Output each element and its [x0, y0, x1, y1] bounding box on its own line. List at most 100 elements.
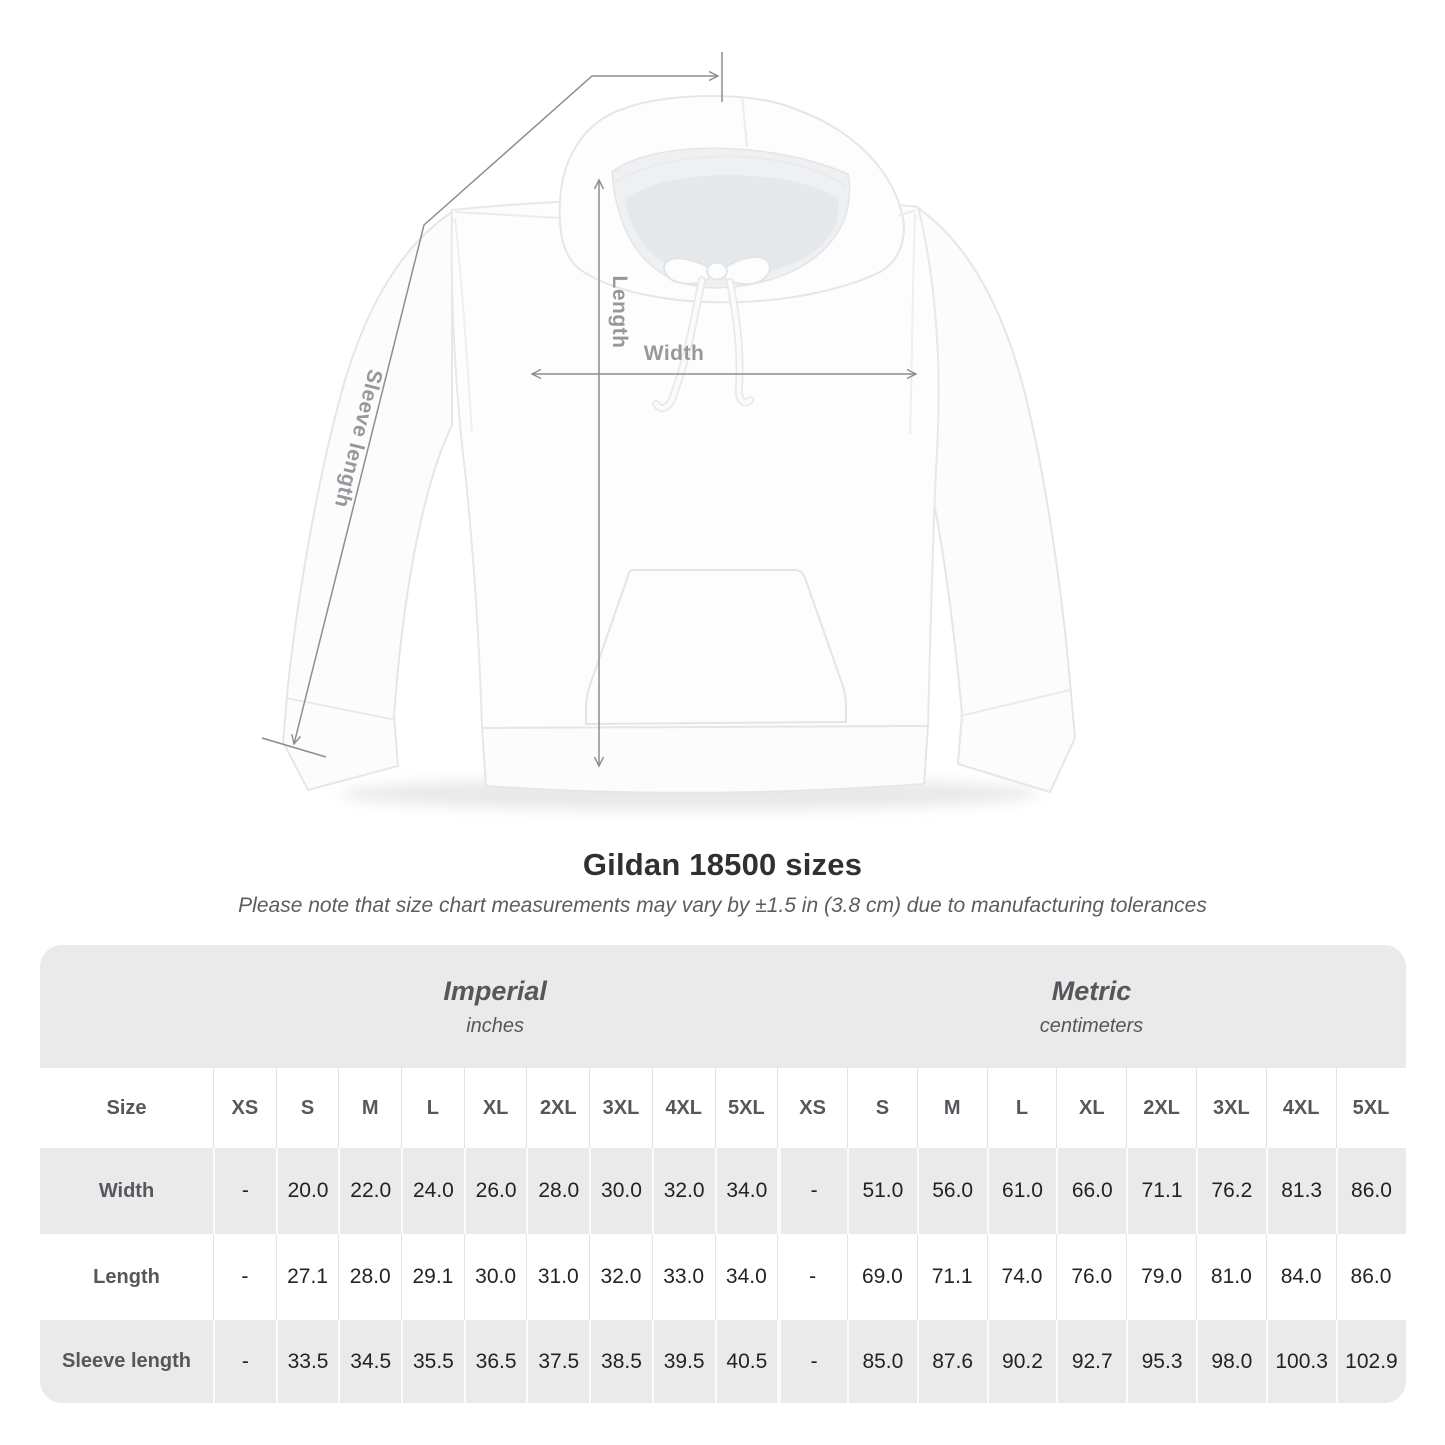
- size-col-header: 2XL: [1126, 1068, 1196, 1148]
- table-cell: 51.0: [846, 1148, 917, 1234]
- row-label: Width: [98, 1179, 155, 1202]
- table-cell: 30.0: [463, 1234, 527, 1320]
- imperial-group-header: Imperial inches: [213, 945, 777, 1068]
- table-cell: -: [213, 1320, 276, 1403]
- row-label: Length: [93, 1265, 160, 1288]
- size-col-header: M: [916, 1068, 987, 1148]
- imperial-label: Imperial: [443, 975, 547, 1006]
- table-cell: 61.0: [986, 1148, 1057, 1234]
- table-cell: -: [213, 1234, 276, 1320]
- size-col-header: 5XL: [1335, 1068, 1406, 1148]
- table-cell: 90.2: [986, 1320, 1057, 1403]
- table-cell: 84.0: [1265, 1234, 1336, 1320]
- width-label: Width: [644, 342, 705, 365]
- table-cell: 102.9: [1335, 1320, 1406, 1403]
- sleeve-length-bottom-tick: [261, 737, 327, 758]
- table-cell: -: [213, 1148, 276, 1234]
- table-cell: 95.3: [1126, 1320, 1196, 1403]
- size-col-header: 3XL: [589, 1068, 652, 1148]
- table-cell: 71.1: [916, 1234, 987, 1320]
- size-col-header: 2XL: [526, 1068, 589, 1148]
- table-cell: 86.0: [1335, 1148, 1406, 1234]
- table-cell: 98.0: [1195, 1320, 1266, 1403]
- table-cell: 74.0: [986, 1234, 1057, 1320]
- tolerance-note: Please note that size chart measurements…: [238, 894, 1207, 917]
- table-cell: 34.0: [714, 1148, 778, 1234]
- size-col-header: 5XL: [714, 1068, 778, 1148]
- table-cell: 34.5: [338, 1320, 401, 1403]
- table-cell: 32.0: [589, 1234, 652, 1320]
- table-cell: 86.0: [1335, 1234, 1406, 1320]
- table-cell: 81.3: [1265, 1148, 1336, 1234]
- table-cell: -: [777, 1234, 847, 1320]
- length-label: Length: [608, 276, 631, 349]
- size-col-header: L: [986, 1068, 1057, 1148]
- table-cell: 27.1: [275, 1234, 339, 1320]
- metric-unit: centimeters: [1039, 1014, 1144, 1037]
- table-row-sleeve-length: Sleeve length - 33.5 34.5 35.5 36.5 37.5…: [40, 1320, 1406, 1403]
- table-cell: 36.5: [463, 1320, 527, 1403]
- table-cell: 79.0: [1126, 1234, 1196, 1320]
- size-col-header: XS: [777, 1068, 847, 1148]
- table-cell: 56.0: [916, 1148, 987, 1234]
- waistband: [480, 724, 930, 794]
- table-cell: 31.0: [526, 1234, 589, 1320]
- table-cell: 81.0: [1195, 1234, 1266, 1320]
- size-col-header: 4XL: [651, 1068, 715, 1148]
- table-cell: 69.0: [846, 1234, 917, 1320]
- measurement-lines: [261, 52, 918, 768]
- size-col-header: S: [846, 1068, 917, 1148]
- table-cell: 76.0: [1056, 1234, 1126, 1320]
- hoodie-size-diagram: Width Length Sleeve length: [261, 52, 1077, 810]
- table-cell: 32.0: [651, 1148, 715, 1234]
- table-cell: 28.0: [338, 1234, 401, 1320]
- hoodie-diagram-svg: Width Length Sleeve length: [261, 52, 1077, 810]
- hoodie-illustration: [281, 95, 1077, 810]
- page-title: Gildan 18500 sizes: [582, 847, 863, 882]
- right-sleeve: [914, 206, 1077, 794]
- table-cell: 26.0: [463, 1148, 527, 1234]
- table-row-length: Length - 27.1 28.0 29.1 30.0 31.0 32.0 3…: [40, 1234, 1406, 1320]
- table-cell: 76.2: [1195, 1148, 1266, 1234]
- table-cell: 35.5: [401, 1320, 464, 1403]
- table-row-width: Width - 20.0 22.0 24.0 26.0 28.0 30.0 32…: [40, 1148, 1406, 1234]
- table-cell: 66.0: [1056, 1148, 1126, 1234]
- table-cell: 20.0: [275, 1148, 339, 1234]
- size-col-header: XL: [463, 1068, 527, 1148]
- size-col-header: M: [338, 1068, 401, 1148]
- table-cell: -: [777, 1148, 847, 1234]
- size-col-header: XL: [1056, 1068, 1126, 1148]
- unit-group-row: Imperial inches Metric centimeters: [40, 945, 1406, 1068]
- size-header-row: Size XS S M L XL 2XL 3XL 4XL 5XL XS S M …: [40, 1068, 1406, 1148]
- kangaroo-pocket: [585, 569, 847, 726]
- table-cell: 33.5: [275, 1320, 339, 1403]
- size-col-header: 3XL: [1195, 1068, 1266, 1148]
- table-cell: 34.0: [714, 1234, 778, 1320]
- row-label: Sleeve length: [62, 1350, 191, 1372]
- table-cell: 92.7: [1056, 1320, 1126, 1403]
- table-cell: 85.0: [846, 1320, 917, 1403]
- table-cell: 87.6: [916, 1320, 987, 1403]
- table-cell: 37.5: [526, 1320, 589, 1403]
- table-cell: 100.3: [1265, 1320, 1336, 1403]
- size-table: Imperial inches Metric centimeters Size …: [40, 945, 1406, 1403]
- table-cell: 22.0: [338, 1148, 401, 1234]
- table-cell: 28.0: [526, 1148, 589, 1234]
- table-cell: 38.5: [589, 1320, 652, 1403]
- size-col-header: S: [275, 1068, 339, 1148]
- table-cell: 24.0: [401, 1148, 464, 1234]
- size-col-header: 4XL: [1265, 1068, 1336, 1148]
- table-cell: 40.5: [714, 1320, 778, 1403]
- table-cell: 30.0: [589, 1148, 652, 1234]
- corner-spacer: [40, 945, 213, 1068]
- size-col-header: L: [401, 1068, 464, 1148]
- table-cell: 71.1: [1126, 1148, 1196, 1234]
- table-cell: -: [777, 1320, 847, 1403]
- size-col-header: XS: [213, 1068, 276, 1148]
- imperial-unit: inches: [466, 1014, 525, 1037]
- size-label: Size: [106, 1096, 147, 1119]
- table-cell: 29.1: [401, 1234, 464, 1320]
- table-cell: 33.0: [651, 1234, 715, 1320]
- metric-group-header: Metric centimeters: [777, 945, 1405, 1068]
- metric-label: Metric: [1051, 975, 1132, 1006]
